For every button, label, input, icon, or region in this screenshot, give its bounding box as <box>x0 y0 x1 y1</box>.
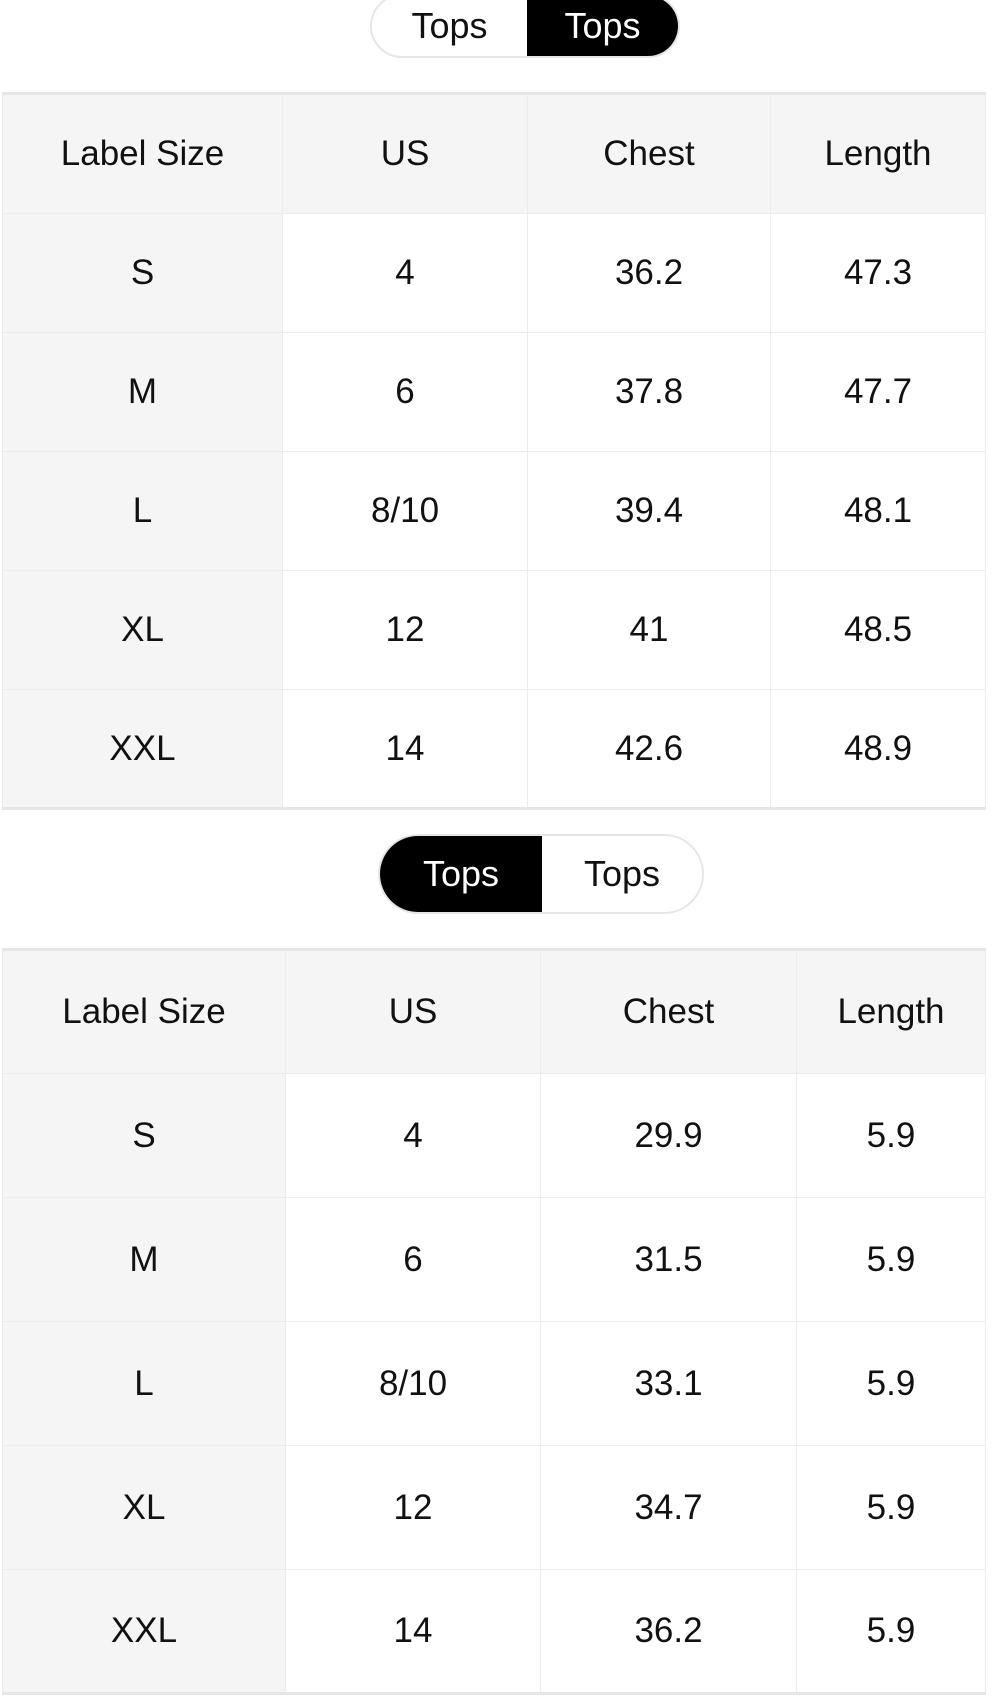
table-row: S 4 36.2 47.3 <box>2 213 986 333</box>
table-row: XL 12 41 48.5 <box>2 570 986 690</box>
chest-cell: 29.9 <box>540 1073 797 1198</box>
header-label-size: Label Size <box>2 949 286 1074</box>
label-size-cell: L <box>2 451 283 571</box>
label-size-cell: XXL <box>2 689 283 809</box>
toggle-option-2[interactable]: Tops <box>583 853 661 894</box>
chest-cell: 39.4 <box>527 451 771 571</box>
chest-cell: 33.1 <box>540 1321 797 1446</box>
chest-cell: 41 <box>527 570 771 690</box>
label-size-cell: XXL <box>2 1569 286 1694</box>
size-chart-table-2: Label Size US Chest Length S 4 29.9 5.9 M 6 31… <box>2 948 986 1695</box>
length-cell: 5.9 <box>796 1197 986 1322</box>
us-cell: 4 <box>282 213 528 333</box>
label-size-cell: M <box>2 1197 286 1322</box>
length-cell: 48.1 <box>770 451 986 571</box>
header-chest: Chest <box>527 93 771 214</box>
table-row: XXL 14 42.6 48.9 <box>2 689 986 809</box>
header-chest: Chest <box>540 949 797 1074</box>
table-row: L 8/10 33.1 5.9 <box>2 1321 986 1446</box>
length-cell: 47.7 <box>770 332 986 452</box>
label-size-cell: S <box>2 213 283 333</box>
us-cell: 12 <box>282 570 528 690</box>
length-cell: 5.9 <box>796 1321 986 1446</box>
table-row: S 4 29.9 5.9 <box>2 1073 986 1198</box>
length-cell: 5.9 <box>796 1073 986 1198</box>
table-row: XXL 14 36.2 5.9 <box>2 1569 986 1694</box>
length-cell: 5.9 <box>796 1445 986 1570</box>
chest-cell: 34.7 <box>540 1445 797 1570</box>
label-size-cell: L <box>2 1321 286 1446</box>
chest-cell: 42.6 <box>527 689 771 809</box>
us-cell: 8/10 <box>285 1321 541 1446</box>
label-size-cell: XL <box>2 1445 286 1570</box>
toggle-option-2[interactable]: Tops <box>527 0 678 56</box>
us-cell: 12 <box>285 1445 541 1570</box>
header-length: Length <box>770 93 986 214</box>
chest-cell: 31.5 <box>540 1197 797 1322</box>
table-header-row: Label Size US Chest Length <box>2 949 986 1074</box>
length-cell: 48.5 <box>770 570 986 690</box>
header-label-size: Label Size <box>2 93 283 214</box>
table-row: M 6 37.8 47.7 <box>2 332 986 452</box>
toggle-option-1[interactable]: Tops <box>411 5 488 46</box>
chest-cell: 36.2 <box>527 213 771 333</box>
chest-cell: 36.2 <box>540 1569 797 1694</box>
us-cell: 6 <box>282 332 528 452</box>
table-row: L 8/10 39.4 48.1 <box>2 451 986 571</box>
us-cell: 14 <box>285 1569 541 1694</box>
us-cell: 8/10 <box>282 451 528 571</box>
us-cell: 14 <box>282 689 528 809</box>
length-cell: 48.9 <box>770 689 986 809</box>
label-size-cell: M <box>2 332 283 452</box>
size-chart-table-1: Label Size US Chest Length S 4 36.2 47.3 M 6 3… <box>2 92 986 810</box>
label-size-cell: XL <box>2 570 283 690</box>
table-header-row: Label Size US Chest Length <box>2 93 986 214</box>
table-row: XL 12 34.7 5.9 <box>2 1445 986 1570</box>
length-cell: 47.3 <box>770 213 986 333</box>
length-cell: 5.9 <box>796 1569 986 1694</box>
toggle-option-1[interactable]: Tops <box>380 836 542 912</box>
us-cell: 4 <box>285 1073 541 1198</box>
table-row: M 6 31.5 5.9 <box>2 1197 986 1322</box>
header-us: US <box>282 93 528 214</box>
us-cell: 6 <box>285 1197 541 1322</box>
chest-cell: 37.8 <box>527 332 771 452</box>
label-size-cell: S <box>2 1073 286 1198</box>
header-us: US <box>285 949 541 1074</box>
unit-toggle-2: Tops Tops <box>378 834 704 914</box>
unit-toggle-1: Tops Tops <box>370 0 680 58</box>
header-length: Length <box>796 949 986 1074</box>
